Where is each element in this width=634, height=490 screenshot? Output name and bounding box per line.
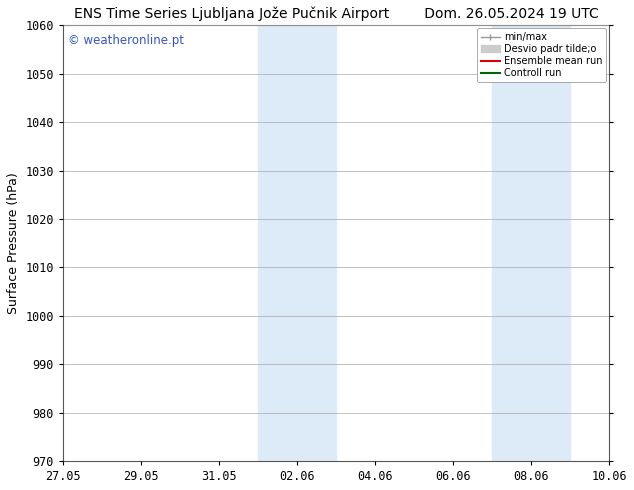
Bar — [492, 25, 570, 461]
Title: ENS Time Series Ljubljana Jože Pučnik Airport        Dom. 26.05.2024 19 UTC: ENS Time Series Ljubljana Jože Pučnik Ai… — [74, 7, 598, 22]
Bar — [258, 25, 336, 461]
Legend: min/max, Desvio padr tilde;o, Ensemble mean run, Controll run: min/max, Desvio padr tilde;o, Ensemble m… — [477, 28, 606, 82]
Text: © weatheronline.pt: © weatheronline.pt — [68, 34, 184, 47]
Y-axis label: Surface Pressure (hPa): Surface Pressure (hPa) — [7, 172, 20, 314]
